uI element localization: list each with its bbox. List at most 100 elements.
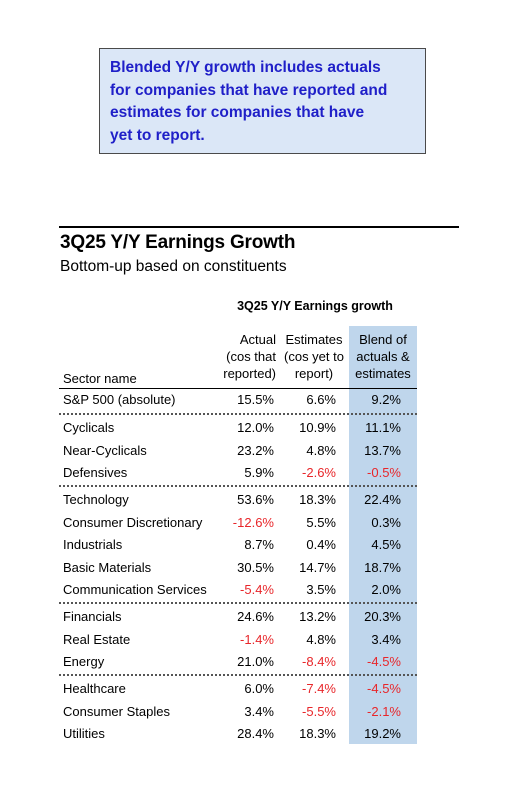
actual-value: 15.5% — [237, 392, 274, 407]
estimates-value: 13.2% — [299, 609, 336, 624]
sector-name: Industrials — [63, 537, 123, 552]
table-row: Financials 24.6% 13.2% 20.3% — [0, 606, 506, 628]
page-subtitle: Bottom-up based on constituents — [60, 258, 287, 275]
actual-value: 6.0% — [244, 681, 274, 696]
group-divider — [59, 413, 417, 415]
blend-value: 0.3% — [371, 514, 401, 530]
actual-value: 28.4% — [237, 726, 274, 741]
table-row: Cyclicals 12.0% 10.9% 11.1% — [0, 417, 506, 439]
sector-name: Consumer Staples — [63, 703, 170, 719]
blend-value: 2.0% — [371, 582, 401, 597]
table-row: Near-Cyclicals 23.2% 4.8% 13.7% — [0, 440, 506, 462]
blend-value: 20.3% — [364, 609, 401, 624]
header-blend: Blend of actuals & estimates — [349, 331, 417, 382]
table-row: Healthcare 6.0% -7.4% -4.5% — [0, 678, 506, 700]
header-estimates-line: (cos yet to — [284, 349, 344, 364]
blend-value: 22.4% — [364, 492, 401, 507]
actual-value: -5.4% — [240, 582, 274, 597]
estimates-value: 4.8% — [306, 442, 336, 458]
actual-value: 24.6% — [237, 609, 274, 624]
sector-name: Defensives — [63, 465, 128, 480]
table-row: Technology 53.6% 18.3% 22.4% — [0, 489, 506, 511]
sector-name: Utilities — [63, 726, 105, 741]
sector-name: Consumer Discretionary — [63, 514, 203, 530]
header-estimates-line: report) — [294, 366, 334, 381]
blend-value: 13.7% — [364, 442, 401, 458]
estimates-value: -2.6% — [302, 465, 336, 480]
estimates-value: -8.4% — [302, 654, 336, 669]
header-actual-line: (cos that — [226, 349, 276, 364]
sector-name: Communication Services — [63, 582, 207, 597]
note-line: for companies that have reported and — [110, 81, 388, 99]
sector-name: Cyclicals — [63, 420, 115, 435]
group-divider — [59, 602, 417, 604]
estimates-value: 3.5% — [306, 582, 336, 597]
blend-value: 19.2% — [364, 726, 401, 741]
blend-value: 11.1% — [365, 420, 401, 435]
blend-value: 4.5% — [371, 537, 401, 552]
note-line: yet to report. — [110, 126, 205, 144]
header-actual-line: Actual — [239, 332, 276, 347]
callout-note: Blended Y/Y growth includes actuals for … — [99, 48, 426, 154]
blend-value: -2.1% — [367, 703, 401, 719]
sector-name: Real Estate — [63, 631, 131, 647]
table-row: S&P 500 (absolute) 15.5% 6.6% 9.2% — [0, 389, 506, 411]
group-divider — [59, 485, 417, 487]
header-estimates: Estimates (cos yet to report) — [281, 331, 347, 382]
header-actual-line: reported) — [223, 366, 276, 381]
header-blend-line: estimates — [355, 366, 411, 381]
actual-value: 23.2% — [237, 442, 274, 458]
estimates-value: -7.4% — [302, 681, 336, 696]
column-group-header: 3Q25 Y/Y Earnings growth — [237, 299, 393, 313]
note-line: Blended Y/Y growth includes actuals — [110, 59, 381, 76]
table-row: Industrials 8.7% 0.4% 4.5% — [0, 534, 506, 556]
actual-value: 5.9% — [244, 465, 274, 480]
sector-name: Healthcare — [63, 681, 126, 696]
estimates-value: 6.6% — [306, 392, 336, 407]
table-row: Real Estate -1.4% 4.8% 3.4% — [0, 629, 506, 651]
estimates-value: 0.4% — [306, 537, 336, 552]
sector-name: Energy — [63, 654, 105, 669]
header-actual: Actual (cos that reported) — [212, 331, 276, 382]
estimates-value: 18.3% — [299, 726, 336, 741]
actual-value: -1.4% — [240, 631, 274, 647]
blend-value: 18.7% — [364, 559, 401, 575]
title-rule — [59, 226, 459, 228]
blend-value: -4.5% — [367, 654, 401, 669]
blend-value: 3.4% — [371, 631, 401, 647]
group-divider — [59, 674, 417, 676]
header-blend-line: Blend of — [359, 332, 407, 347]
actual-value: 12.0% — [237, 420, 274, 435]
actual-value: 21.0% — [237, 654, 274, 669]
actual-value: 30.5% — [237, 559, 274, 575]
header-rule — [59, 388, 417, 389]
table-row: Utilities 28.4% 18.3% 19.2% — [0, 723, 506, 745]
sector-name: Financials — [63, 609, 122, 624]
actual-value: -12.6% — [232, 514, 274, 530]
blend-value: -4.5% — [367, 681, 401, 696]
actual-value: 3.4% — [244, 703, 274, 719]
estimates-value: 18.3% — [299, 492, 336, 507]
table-row: Communication Services -5.4% 3.5% 2.0% — [0, 579, 506, 601]
estimates-value: 4.8% — [306, 631, 336, 647]
page-title: 3Q25 Y/Y Earnings Growth — [60, 232, 296, 253]
blend-value: -0.5% — [367, 465, 401, 480]
sector-name: Technology — [63, 492, 129, 507]
note-line: estimates for companies that have — [110, 104, 365, 121]
estimates-value: 5.5% — [306, 514, 336, 530]
actual-value: 8.7% — [244, 537, 274, 552]
blend-value: 9.2% — [371, 392, 401, 407]
estimates-value: 10.9% — [299, 420, 336, 435]
table-row: Consumer Staples 3.4% -5.5% -2.1% — [0, 701, 506, 723]
table-row: Basic Materials 30.5% 14.7% 18.7% — [0, 557, 506, 579]
sector-name: Near-Cyclicals — [63, 442, 147, 458]
estimates-value: 14.7% — [299, 559, 336, 575]
estimates-value: -5.5% — [302, 703, 336, 719]
sector-name: S&P 500 (absolute) — [63, 392, 176, 407]
table-row: Defensives 5.9% -2.6% -0.5% — [0, 462, 506, 484]
header-sector: Sector name — [63, 371, 137, 386]
table-row: Consumer Discretionary -12.6% 5.5% 0.3% — [0, 512, 506, 534]
sector-name: Basic Materials — [63, 559, 152, 575]
actual-value: 53.6% — [237, 492, 274, 507]
header-estimates-line: Estimates — [285, 332, 343, 347]
